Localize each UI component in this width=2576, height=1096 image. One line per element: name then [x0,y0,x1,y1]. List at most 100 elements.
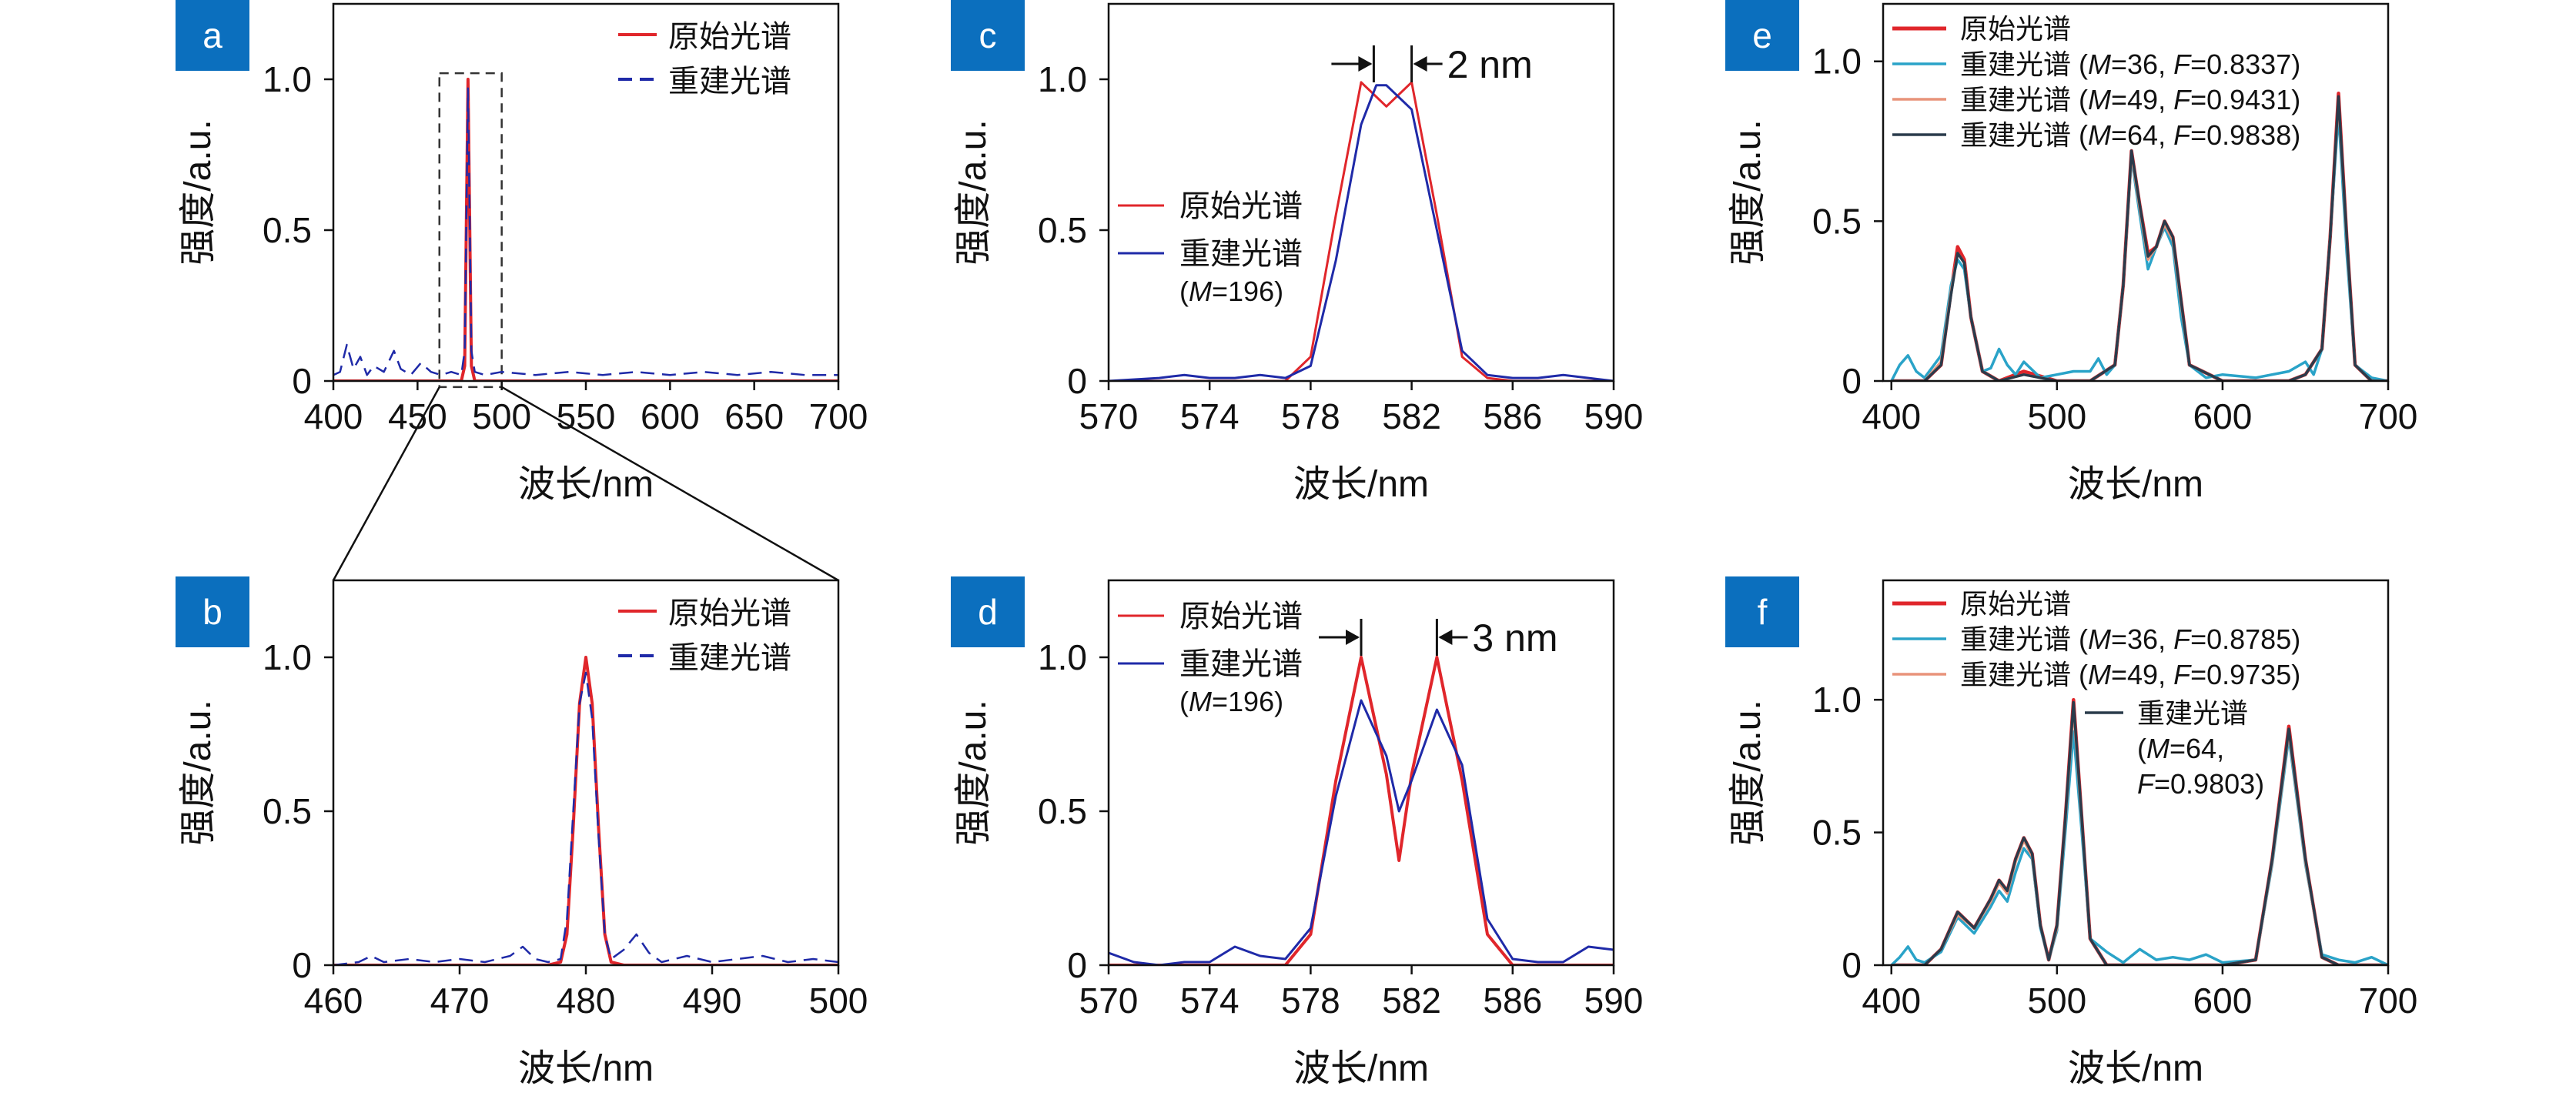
panel-badge-label: f [1758,592,1768,632]
panel-badge [176,0,249,71]
legend-label: (M=64, [2137,733,2224,764]
legend-label: 重建光谱 (M=36, F=0.8337) [1960,48,2300,80]
y-tick-label: 1.0 [1038,59,1087,99]
y-tick-label: 0 [292,945,312,985]
y-tick-label: 0 [1842,945,1862,985]
legend-label: 重建光谱 (M=49, F=0.9735) [1960,659,2300,690]
x-tick-label: 586 [1483,981,1542,1021]
panel-badge-label: a [202,15,222,55]
legend-label: 重建光谱 [1179,237,1303,271]
legend-label: (M=196) [1179,276,1283,307]
resolution-annotation: 2 nm [1331,43,1533,86]
x-tick-label: 570 [1079,396,1139,436]
series-group [1109,656,1614,965]
x-tick-label: 460 [304,981,363,1021]
panel-badge [176,576,249,647]
series-line-1 [333,78,838,381]
x-axis-label: 波长/nm [518,1048,654,1089]
x-tick-label: 500 [472,396,531,436]
panel-badge-label: d [978,592,998,632]
zoom-connector-right [501,386,839,582]
x-axis-label: 波长/nm [1293,1048,1429,1089]
y-tick-label: 0 [292,361,312,401]
x-axis-label: 波长/nm [2068,464,2203,505]
series-group [333,78,838,381]
y-tick-label: 0.5 [263,210,312,250]
legend-label: 原始光谱 [1179,600,1303,633]
legend-label: F=0.9803) [2137,768,2264,800]
y-axis-label: 强度/a.u. [178,119,219,265]
panel-badge [951,0,1025,71]
x-tick-label: 490 [683,981,742,1021]
annotation-label: 3 nm [1472,616,1557,660]
panel-badge-label: c [979,15,997,55]
y-tick-label: 0 [1067,945,1087,985]
x-tick-label: 480 [557,981,616,1021]
annotation-arrowhead [1413,56,1427,72]
x-tick-label: 590 [1584,981,1644,1021]
x-tick-label: 578 [1281,981,1340,1021]
y-tick-label: 0.5 [1812,201,1862,241]
y-axis-label: 强度/a.u. [1728,700,1768,845]
x-tick-label: 582 [1382,396,1441,436]
x-tick-label: 450 [388,396,447,436]
x-axis-label: 波长/nm [2068,1048,2203,1089]
panel-badge-label: e [1752,15,1772,55]
x-tick-label: 570 [1079,981,1139,1021]
y-tick-label: 0.5 [1038,791,1087,831]
x-tick-label: 400 [1862,981,1921,1021]
series-line-2 [1109,699,1614,965]
plot-frame [1882,579,2390,967]
y-tick-label: 0 [1067,361,1087,401]
legend-label: 原始光谱 [668,596,791,630]
x-tick-label: 574 [1180,981,1239,1021]
legend-label: 原始光谱 [1179,189,1303,223]
plot-frame [1107,579,1615,967]
x-tick-label: 600 [2193,396,2253,436]
legend-label: 重建光谱 [1179,647,1303,681]
legend-label: 重建光谱 [668,65,791,99]
series-line-2 [1109,84,1614,381]
zoom-box [438,72,503,389]
x-tick-label: 700 [809,396,868,436]
plot-frame [332,2,840,383]
legend-label: 重建光谱 (M=36, F=0.8785) [1960,623,2300,655]
panel-badge [951,576,1025,647]
x-tick-label: 600 [2193,981,2253,1021]
series-line-1 [333,656,838,965]
x-tick-label: 578 [1281,396,1340,436]
series-line-2 [333,87,838,376]
y-axis-label: 强度/a.u. [178,700,219,845]
series-group [333,656,838,965]
panel-badge [1725,0,1799,71]
series-line-1 [1109,81,1614,381]
series-group [1890,697,2388,965]
y-tick-label: 0.5 [1812,813,1862,853]
legend-label: 重建光谱 [668,641,791,675]
panel-badge [1725,576,1799,647]
zoom-connectors [332,72,839,582]
x-tick-label: 550 [557,396,616,436]
x-tick-label: 400 [1862,396,1921,436]
x-tick-label: 470 [430,981,490,1021]
resolution-annotation: 3 nm [1319,616,1558,660]
y-tick-label: 0.5 [263,791,312,831]
series-line-2 [1890,111,2388,381]
x-tick-label: 500 [2027,396,2086,436]
series-line-4 [1891,95,2388,381]
y-tick-label: 1.0 [1038,637,1087,677]
x-tick-label: 582 [1382,981,1441,1021]
plot-frame [1882,2,2390,383]
x-tick-label: 590 [1584,396,1644,436]
y-axis-label: 强度/a.u. [1728,119,1768,265]
series-line-1 [1109,656,1614,965]
x-axis-label: 波长/nm [518,464,654,505]
panel-e: 400 500 600 700 0 0.5 1.0 波长/nm 强度/a.u. e 原始光谱重建光谱… [1725,0,2417,505]
x-tick-label: 700 [2359,981,2418,1021]
legend-label: 重建光谱 [2137,697,2248,729]
y-tick-label: 1.0 [263,59,312,99]
y-tick-label: 0 [1842,361,1862,401]
